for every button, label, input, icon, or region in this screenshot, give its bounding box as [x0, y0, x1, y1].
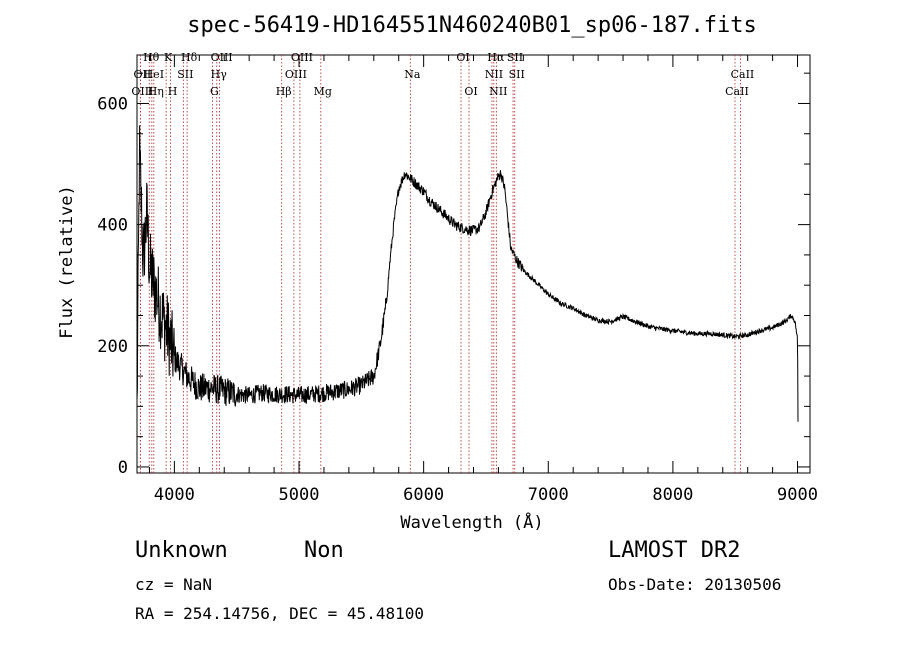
line-label-24: CaII [725, 85, 749, 98]
y-tick-label-3: 600 [97, 94, 128, 114]
line-label-12: Hβ [276, 85, 292, 98]
line-label-5: K [164, 51, 173, 64]
line-label-21: NII [489, 85, 507, 98]
line-label-13: OIII [285, 68, 307, 81]
line-label-0: OII [134, 68, 152, 81]
spectral-line-markers [139, 55, 741, 473]
subclass-label: Non [304, 538, 344, 563]
line-label-6: SII [177, 68, 193, 81]
coords-label: RA = 254.14756, DEC = 45.48100 [135, 604, 424, 623]
line-label-4: Hη [148, 85, 164, 98]
y-axis: 0 200 400 600 [97, 72, 810, 478]
spectral-line-labels: OII OIII Hθ HeI Hη K SII H Hδ OIII Hγ G Hβ OIII OIII Mg… [131, 51, 754, 98]
line-label-10: Hγ [211, 68, 228, 81]
line-label-23: SII [509, 68, 525, 81]
line-label-17: OI [456, 51, 469, 64]
y-axis-label: Flux (relative) [57, 185, 77, 339]
x-tick-label-1: 5000 [279, 485, 320, 505]
line-label-15: Mg [314, 85, 332, 98]
y-tick-label-2: 400 [97, 216, 128, 236]
survey-label: LAMOST DR2 [608, 538, 741, 563]
chart-title: spec-56419-HD164551N460240B01_sp06-187.f… [187, 13, 757, 38]
line-label-25: CaII [731, 68, 755, 81]
line-label-11: G [210, 85, 219, 98]
line-label-8: Hδ [181, 51, 198, 64]
line-label-2: Hθ [143, 51, 160, 64]
line-label-1: OIII [131, 85, 153, 98]
x-axis: 4000 5000 6000 7000 8000 9000 [148, 55, 818, 505]
x-tick-label-2: 6000 [403, 485, 444, 505]
x-tick-label-5: 9000 [777, 485, 818, 505]
redshift-label: cz = NaN [135, 575, 213, 594]
x-tick-label-4: 8000 [652, 485, 693, 505]
line-label-9: OIII [211, 51, 233, 64]
y-tick-label-0: 0 [118, 458, 128, 478]
line-label-22: SII [507, 51, 523, 64]
x-tick-label-0: 4000 [154, 485, 195, 505]
line-label-18: OI [464, 85, 477, 98]
spectrum-line [136, 125, 799, 422]
line-label-20: Hα [487, 51, 505, 64]
x-axis-label: Wavelength (Å) [400, 511, 543, 533]
x-tick-label-3: 7000 [528, 485, 569, 505]
y-tick-label-1: 200 [97, 337, 128, 357]
line-label-19: NII [485, 68, 503, 81]
obs-date-label: Obs-Date: 20130506 [608, 575, 782, 594]
line-label-7: H [168, 85, 178, 98]
plot-frame [136, 54, 811, 474]
class-label: Unknown [135, 538, 228, 563]
line-label-3: HeI [144, 68, 164, 81]
line-label-16: Na [404, 68, 421, 81]
line-label-14: OIII [291, 51, 313, 64]
